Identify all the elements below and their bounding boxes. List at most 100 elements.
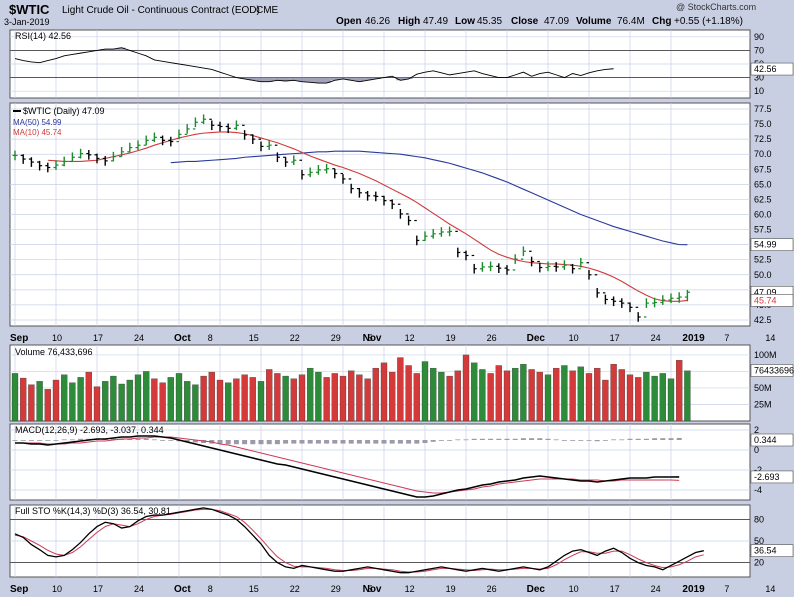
volume-bar <box>602 379 609 422</box>
bottom-x-tick: Sep <box>10 584 28 595</box>
legend-ma10: MA(10) 45.74 <box>13 128 62 137</box>
macd-histogram-bar <box>69 439 75 441</box>
macd-histogram-bar <box>406 440 412 444</box>
price-x-tick: 5 <box>368 333 373 343</box>
volume-last-value: 76433696 <box>754 366 794 376</box>
volume-bar <box>184 381 191 422</box>
ma50-line <box>170 150 688 246</box>
volume-bar <box>356 374 363 422</box>
macd-histogram-bar <box>668 438 674 440</box>
macd-histogram-bar <box>61 439 67 441</box>
volume-bar <box>110 375 117 422</box>
high-value: 47.49 <box>423 16 448 27</box>
volume-bar <box>528 369 535 422</box>
rsi-title: RSI(14) 42.56 <box>15 31 71 41</box>
macd-histogram-bar <box>438 440 444 441</box>
volume-bar <box>323 377 330 422</box>
volume-bar <box>216 379 224 422</box>
macd-histogram-bar <box>315 440 321 444</box>
volume-bar <box>389 371 396 422</box>
volume-bar <box>438 371 445 422</box>
volume-title: Volume 76,433,696 <box>15 347 93 357</box>
volume-bar <box>44 389 51 422</box>
macd-histogram-bar <box>151 439 157 441</box>
price-x-tick: 24 <box>134 333 144 343</box>
volume-bar <box>143 371 150 422</box>
volume-bar <box>446 375 453 422</box>
close-label: Close <box>511 16 539 27</box>
sto-last-value-bg <box>750 544 794 557</box>
volume-bar <box>315 371 322 422</box>
volume-bar <box>626 374 634 422</box>
volume-bar <box>676 360 683 422</box>
macd-histogram-bar <box>135 438 141 440</box>
macd-histogram-bar <box>594 440 600 442</box>
bottom-x-tick: 2019 <box>682 584 705 595</box>
volume-bar <box>610 364 617 422</box>
volume-bar <box>11 373 19 422</box>
volume-bar <box>192 384 199 422</box>
volume-bar <box>577 366 584 422</box>
macd-last-value-bg <box>750 470 794 484</box>
macd-histogram-bar <box>504 438 510 440</box>
high-label: High <box>398 16 420 27</box>
ma10-last-value-bg <box>750 294 794 307</box>
low-value: 45.35 <box>477 16 502 27</box>
macd-histogram-last-value: 0.344 <box>754 435 777 445</box>
rsi-overbought-fill <box>117 47 126 51</box>
volume-bar <box>421 361 429 422</box>
macd-histogram-bar <box>463 439 469 441</box>
rsi-tick-label: 90 <box>754 32 764 42</box>
volume-bar <box>225 382 232 422</box>
volume-bar <box>618 369 625 422</box>
macd-histogram-bar <box>258 440 264 445</box>
bottom-x-tick: Dec <box>527 584 546 595</box>
volume-bar <box>290 378 297 422</box>
volume-tick-label: 100M <box>754 350 777 360</box>
volume-bar <box>249 377 256 422</box>
rsi-oversold-fill <box>371 77 380 79</box>
macd-line <box>15 435 680 498</box>
ma50-last-value: 54.99 <box>754 240 777 250</box>
chart-date: 3-Jan-2019 <box>4 17 50 27</box>
rsi-last-value-bg <box>750 62 794 76</box>
volume-bar <box>471 362 478 422</box>
price-x-tick: 26 <box>487 333 497 343</box>
chg-value: +0.55 (+1.18%) <box>674 16 743 27</box>
bottom-x-tick: 10 <box>569 584 579 594</box>
macd-histogram-bar <box>28 440 34 441</box>
price-tick-label: 70.0 <box>754 149 772 159</box>
rsi-oversold-fill <box>330 77 339 81</box>
macd-histogram-bar <box>20 440 26 441</box>
volume-bar <box>659 373 666 422</box>
rsi-oversold-fill <box>338 77 348 79</box>
price-panel: 77.575.072.570.067.565.062.560.057.555.0… <box>9 102 794 327</box>
macd-histogram-bar <box>168 440 174 441</box>
bottom-x-tick: 8 <box>208 584 213 594</box>
rsi-oversold-fill <box>273 77 282 81</box>
rsi-tick-label: 70 <box>754 45 764 55</box>
volume-bar <box>503 370 511 422</box>
macd-histogram-bar <box>652 438 658 440</box>
sto-title: Full STO %K(14,3) %D(3) 36.54, 30.81 <box>15 506 171 516</box>
volume-bar <box>372 367 379 422</box>
volume-bar <box>430 367 437 422</box>
macd-histogram-bar <box>619 439 625 441</box>
volume-bar <box>643 371 650 422</box>
macd-histogram-bar <box>471 438 477 440</box>
price-tick-label: 60.0 <box>754 210 772 220</box>
watermark: @ StockCharts.com <box>676 2 756 12</box>
volume-bar <box>667 378 675 422</box>
rsi-oversold-fill <box>248 77 257 81</box>
rsi-oversold-fill <box>281 77 290 81</box>
volume-bar <box>380 362 388 422</box>
bottom-x-tick: 7 <box>724 584 729 594</box>
bottom-x-tick: 10 <box>52 584 62 594</box>
sto-last-value: 36.54 <box>754 546 777 556</box>
price-tick-label: 72.5 <box>754 134 772 144</box>
volume-bar <box>151 378 158 422</box>
bottom-x-tick: 17 <box>93 584 103 594</box>
volume-bar <box>536 371 543 422</box>
volume-bar <box>651 375 658 422</box>
volume-bar <box>159 382 166 422</box>
